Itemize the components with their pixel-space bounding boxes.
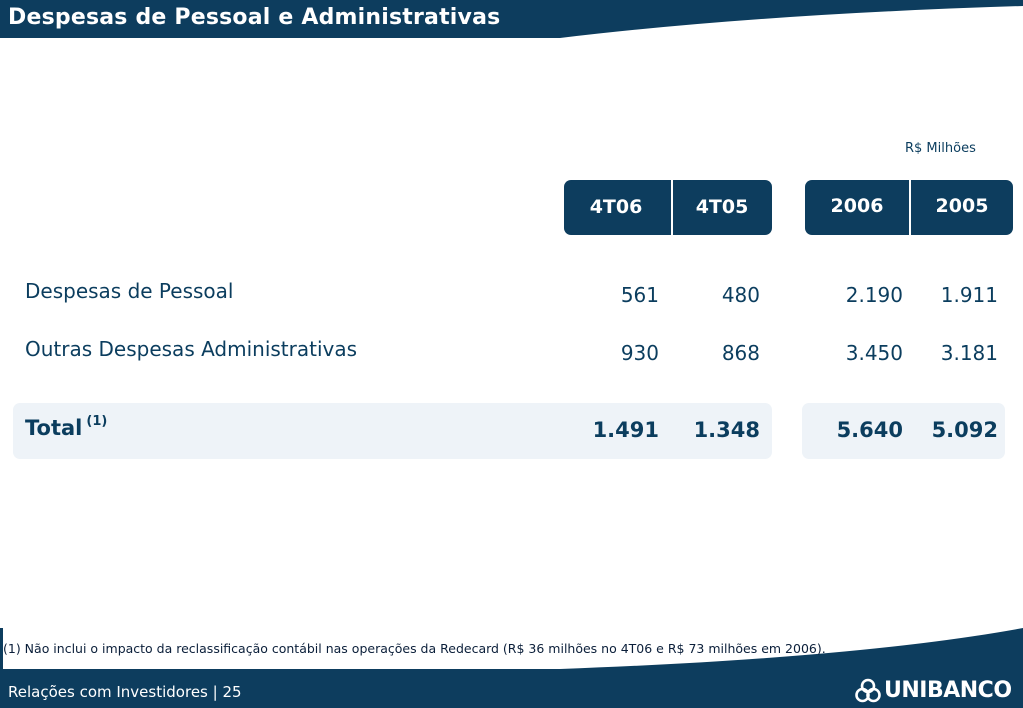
table-cell: 930 — [620, 341, 659, 365]
header-divider — [909, 180, 911, 235]
total-cell: 5.640 — [836, 418, 903, 442]
table-cell: 3.181 — [940, 341, 998, 365]
logo-text: UNIBANCO — [884, 678, 1012, 703]
table-cell: 1.911 — [940, 283, 998, 307]
column-header-4t06: 4T06 — [589, 196, 643, 218]
total-label: Total (1) — [25, 414, 108, 440]
footnote: (1) Não inclui o impacto da reclassifica… — [3, 641, 826, 656]
total-label-text: Total — [25, 416, 83, 440]
row-label-despesas-pessoal: Despesas de Pessoal — [25, 279, 234, 303]
table-cell: 480 — [721, 283, 760, 307]
total-cell: 5.092 — [931, 418, 998, 442]
table-cell: 868 — [721, 341, 760, 365]
footnote-marker: (1) — [86, 414, 108, 429]
unit-label: R$ Milhões — [905, 141, 976, 156]
column-header-4t05: 4T05 — [695, 196, 749, 218]
footer-page-label: Relações com Investidores | 25 — [8, 683, 242, 701]
total-cell: 1.348 — [693, 418, 760, 442]
table-cell: 2.190 — [845, 283, 903, 307]
footer-band — [0, 628, 1023, 708]
total-row-background — [802, 403, 1005, 459]
year-header: 2006 2005 — [805, 180, 1013, 235]
total-row-background — [13, 403, 772, 459]
table-cell: 3.450 — [845, 341, 903, 365]
title-band: Despesas de Pessoal e Administrativas — [0, 0, 1023, 42]
row-label-outras-despesas: Outras Despesas Administrativas — [25, 337, 358, 361]
header-divider — [671, 180, 673, 235]
unibanco-logo-icon — [855, 678, 881, 703]
total-cell: 1.491 — [592, 418, 659, 442]
footer-band-shape — [0, 628, 1023, 708]
table-cell: 561 — [620, 283, 659, 307]
column-header-2005: 2005 — [935, 195, 989, 217]
page-title: Despesas de Pessoal e Administrativas — [8, 5, 501, 30]
column-header-2006: 2006 — [830, 195, 884, 217]
quarter-header: 4T06 4T05 — [564, 180, 772, 235]
title-band-shape — [0, 0, 1023, 38]
